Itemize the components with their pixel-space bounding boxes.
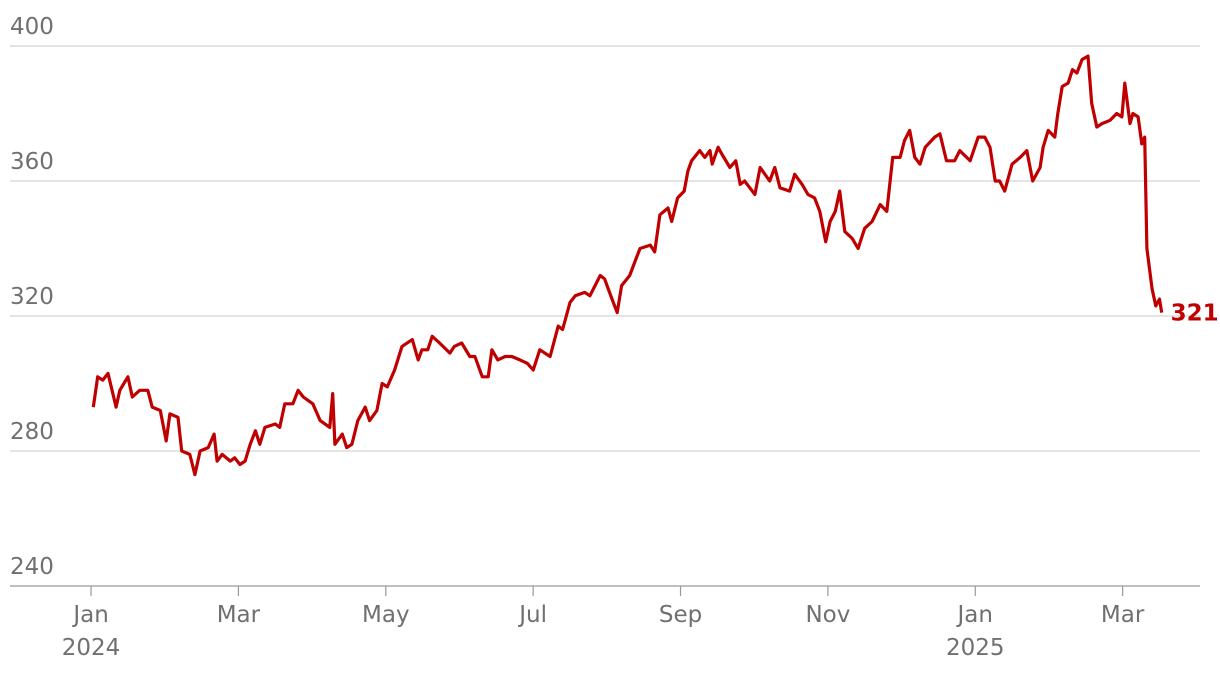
x-tick-label: Mar xyxy=(1101,602,1145,628)
x-tick-label: Mar xyxy=(217,602,261,628)
x-tick-label: Nov xyxy=(805,602,850,628)
y-tick-label: 280 xyxy=(10,419,54,445)
x-tick-label: Sep xyxy=(659,602,702,628)
y-tick-label: 240 xyxy=(10,554,54,580)
price-line xyxy=(91,54,1164,477)
x-year-label: 2024 xyxy=(62,635,121,661)
x-tick-label: May xyxy=(362,602,410,628)
x-tick-label: Jul xyxy=(517,602,547,628)
y-tick-label: 320 xyxy=(10,284,54,310)
x-tick-label: Jan xyxy=(71,602,108,628)
y-tick-label: 400 xyxy=(10,14,54,40)
y-tick-label: 360 xyxy=(10,149,54,175)
x-tick-label: Jan xyxy=(956,602,993,628)
x-year-label: 2025 xyxy=(946,635,1005,661)
end-value-label: 321 xyxy=(1171,301,1219,327)
